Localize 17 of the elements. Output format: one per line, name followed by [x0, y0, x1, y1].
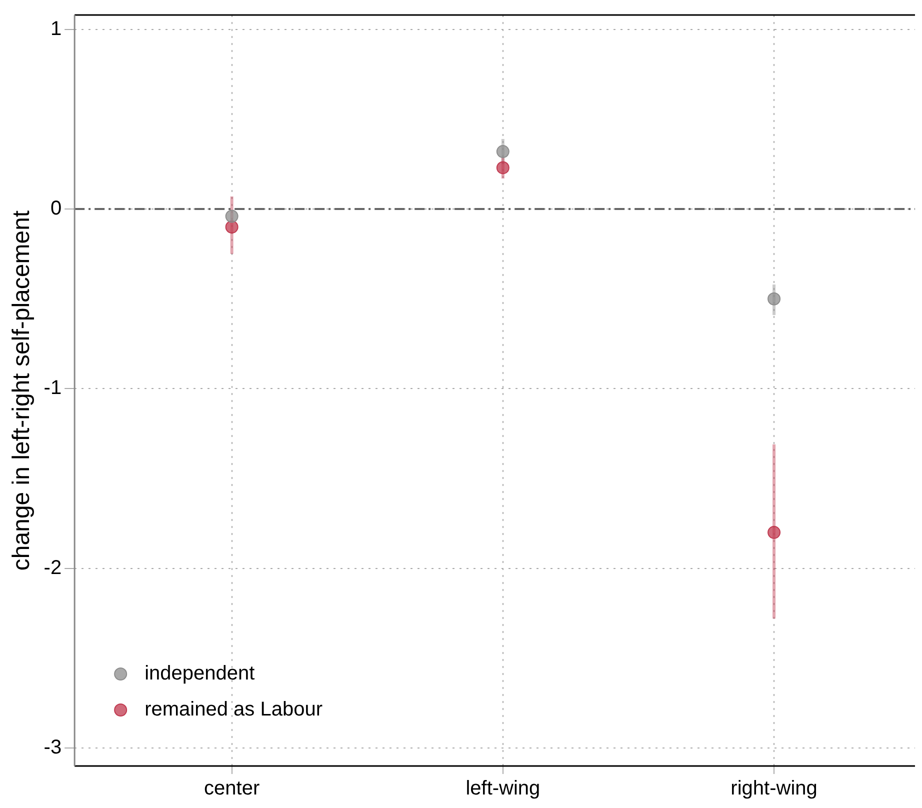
- point: [768, 292, 781, 306]
- y-tick-label: 0: [50, 198, 62, 220]
- point: [496, 161, 510, 174]
- y-tick-label: -3: [44, 736, 62, 759]
- point: [225, 210, 238, 223]
- legend-label: remained as Labour: [144, 698, 323, 721]
- legend-label: independent: [144, 662, 256, 685]
- point: [496, 145, 510, 158]
- point: [768, 526, 781, 539]
- x-tick-label: left-wing: [466, 778, 540, 800]
- y-axis-title: change in left-right self-placement: [8, 210, 36, 571]
- y-tick-label: -1: [44, 377, 62, 400]
- point: [225, 220, 238, 234]
- y-tick-label: -2: [44, 556, 62, 579]
- x-tick-label: right-wing: [730, 778, 818, 800]
- x-tick-label: center: [204, 778, 260, 800]
- y-tick-label: 1: [50, 18, 62, 40]
